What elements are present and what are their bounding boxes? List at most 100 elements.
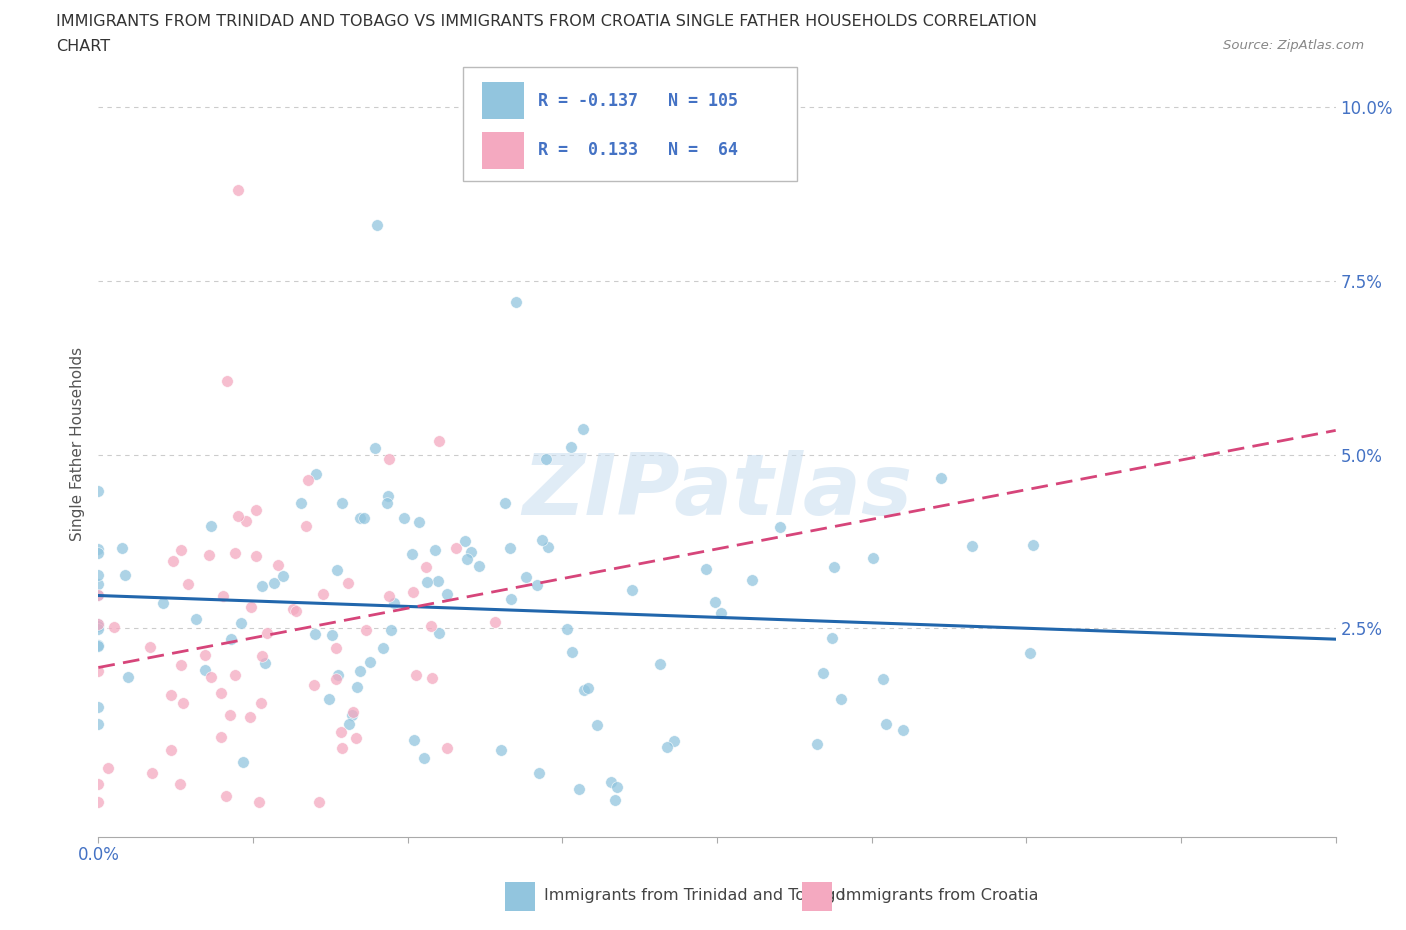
Point (329, 724, 352, 739)
Text: Source: ZipAtlas.com: Source: ZipAtlas.com (1223, 39, 1364, 52)
Point (741, 572, 763, 587)
Point (572, 422, 595, 437)
Text: R =  0.133   N =  64: R = 0.133 N = 64 (537, 141, 738, 159)
Point (425, 543, 447, 558)
Point (245, 503, 267, 518)
FancyBboxPatch shape (482, 131, 524, 169)
Point (232, 755, 254, 770)
Point (489, 742, 512, 757)
Point (342, 704, 364, 719)
Point (606, 779, 628, 794)
Point (177, 577, 200, 591)
Point (245, 549, 267, 564)
Point (427, 573, 450, 588)
Point (297, 472, 319, 487)
Point (87, 577, 110, 591)
Point (534, 451, 557, 466)
Point (304, 627, 326, 642)
Point (366, 218, 388, 232)
Point (326, 668, 349, 683)
Point (460, 545, 482, 560)
Point (294, 518, 316, 533)
Point (349, 511, 371, 525)
Point (371, 640, 394, 655)
Point (87, 484, 110, 498)
Point (87, 618, 110, 633)
Point (194, 647, 217, 662)
Point (419, 618, 441, 633)
Point (377, 451, 399, 466)
Point (200, 519, 222, 534)
Point (87, 567, 110, 582)
Point (229, 616, 252, 631)
Point (484, 615, 506, 630)
Point (239, 710, 262, 724)
Point (585, 718, 607, 733)
Point (250, 696, 273, 711)
Point (875, 717, 897, 732)
Point (87, 699, 110, 714)
Point (263, 576, 285, 591)
Point (224, 546, 246, 561)
Point (325, 641, 347, 656)
Point (273, 568, 295, 583)
Point (353, 511, 375, 525)
Point (364, 441, 387, 456)
Point (169, 777, 191, 791)
Point (456, 551, 478, 566)
Point (139, 640, 162, 655)
Point (219, 631, 242, 646)
Text: IMMIGRANTS FROM TRINIDAD AND TOBAGO VS IMMIGRANTS FROM CROATIA SINGLE FATHER HOU: IMMIGRANTS FROM TRINIDAD AND TOBAGO VS I… (56, 14, 1038, 29)
Point (862, 551, 884, 565)
Point (337, 716, 360, 731)
Point (302, 677, 325, 692)
Point (359, 655, 381, 670)
Point (560, 644, 582, 659)
Point (340, 708, 363, 723)
Point (356, 623, 378, 638)
Point (87, 545, 110, 560)
Text: R = -0.137   N = 105: R = -0.137 N = 105 (537, 91, 738, 110)
Text: Immigrants from Trinidad and Tobago: Immigrants from Trinidad and Tobago (544, 888, 845, 903)
Point (87, 588, 110, 603)
Point (321, 628, 343, 643)
Point (515, 570, 537, 585)
Point (436, 587, 458, 602)
Point (217, 374, 239, 389)
Point (823, 559, 845, 574)
Point (215, 789, 238, 804)
Point (325, 671, 347, 686)
Point (494, 495, 516, 510)
Y-axis label: Single Father Households: Single Father Households (69, 347, 84, 541)
Point (184, 612, 207, 627)
Point (401, 547, 423, 562)
Point (529, 765, 551, 780)
Point (436, 740, 458, 755)
Point (337, 576, 360, 591)
Point (305, 467, 328, 482)
FancyBboxPatch shape (803, 882, 832, 910)
Point (97, 761, 120, 776)
FancyBboxPatch shape (482, 82, 524, 119)
Point (446, 541, 468, 556)
Text: ZIPatlas: ZIPatlas (522, 450, 912, 533)
Point (152, 595, 174, 610)
Point (235, 513, 257, 528)
Point (87, 637, 110, 652)
Point (224, 667, 246, 682)
Point (620, 582, 643, 597)
Point (87, 664, 110, 679)
Point (226, 509, 249, 524)
Point (160, 742, 183, 757)
Point (111, 540, 134, 555)
Point (960, 538, 983, 553)
Point (103, 620, 125, 635)
Point (194, 662, 217, 677)
Point (382, 596, 405, 611)
Point (526, 578, 548, 592)
Point (413, 751, 436, 765)
Point (468, 558, 491, 573)
Point (422, 671, 444, 686)
Point (250, 649, 273, 664)
Point (170, 542, 193, 557)
